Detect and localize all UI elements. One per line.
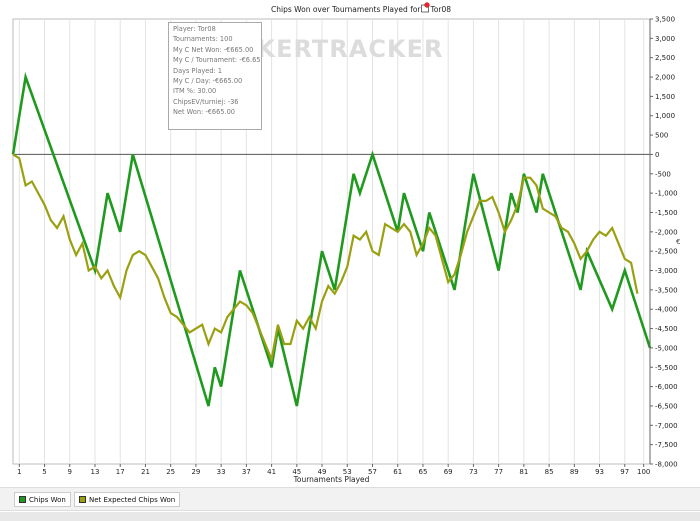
y-tick-label: -7,500 — [655, 441, 678, 449]
legend-item-net-expected[interactable]: Net Expected Chips Won — [74, 492, 181, 507]
y-tick-label: -5,500 — [655, 364, 678, 372]
poker-chips-icon — [421, 2, 430, 13]
y-tick-label: -6,000 — [655, 383, 678, 391]
plot-area — [12, 18, 651, 465]
x-tick-label: 1 — [17, 468, 21, 476]
y-tick-label: 2,000 — [655, 74, 675, 82]
y-tick-label: -3,500 — [655, 286, 678, 294]
y-tick-label: -2,000 — [655, 228, 678, 236]
y-tick-label: -4,000 — [655, 306, 678, 314]
series-line-chips-won — [11, 71, 652, 407]
y-tick-label: -6,500 — [655, 402, 678, 410]
x-tick-label: 41 — [267, 468, 276, 476]
x-tick-label: 9 — [68, 468, 72, 476]
x-tick-label: 85 — [545, 468, 554, 476]
tooltip-line: ITM %: 30.00 — [173, 87, 217, 96]
y-tick-label: 3,500 — [655, 16, 675, 24]
x-tick-label: 37 — [242, 468, 251, 476]
x-tick-label: 53 — [343, 468, 352, 476]
x-tick-label: 49 — [318, 468, 327, 476]
x-tick-label: 17 — [116, 468, 125, 476]
x-tick-label: 65 — [418, 468, 427, 476]
legend-swatch-net-expected — [79, 496, 86, 503]
y-tick-label: 500 — [655, 132, 668, 140]
x-tick-label: 81 — [519, 468, 528, 476]
tooltip-line: My C / Day: -€665.00 — [173, 77, 243, 86]
x-tick-label: 77 — [494, 468, 503, 476]
x-tick-label: 45 — [292, 468, 301, 476]
legend-item-chips-won[interactable]: Chips Won — [14, 492, 71, 507]
y-tick-label: 1,000 — [655, 112, 675, 120]
tooltip-line: Player: Tor08 — [173, 25, 216, 33]
y-tick-label: -4,500 — [655, 325, 678, 333]
x-tick-label: 13 — [91, 468, 100, 476]
y-tick-label: -7,000 — [655, 422, 678, 430]
y-axis-currency-label: € — [676, 238, 680, 246]
chart-legend: Chips Won Net Expected Chips Won — [0, 487, 700, 511]
x-tick-label: 89 — [570, 468, 579, 476]
tooltip-line: Days Played: 1 — [173, 66, 223, 75]
chart-title-player: Tor08 — [430, 5, 452, 14]
x-tick-label: 21 — [141, 468, 150, 476]
y-tick-label: -1,000 — [655, 190, 678, 198]
legend-label-net-expected: Net Expected Chips Won — [89, 495, 176, 504]
x-tick-label: 61 — [393, 468, 402, 476]
y-tick-label: -5,000 — [655, 344, 678, 352]
x-tick-label: 69 — [444, 468, 453, 476]
x-tick-label: 5 — [42, 468, 46, 476]
y-tick-label: 1,500 — [655, 93, 675, 101]
y-tick-label: -1,500 — [655, 209, 678, 217]
tooltip-line: Net Won: -€665.00 — [173, 108, 235, 117]
x-axis-title: Tournaments Played — [293, 475, 370, 484]
x-tick-label: 97 — [620, 468, 629, 476]
x-tick-label: 100 — [637, 468, 650, 476]
y-tick-label: -3,000 — [655, 267, 678, 275]
player-stats-tooltip: Player: Tor08 Tournaments: 100 My C Net … — [168, 22, 262, 130]
bottom-strip — [0, 512, 700, 521]
x-tick-label: 57 — [368, 468, 377, 476]
tooltip-line: ChipsEV/turniej: -36 — [173, 97, 239, 106]
series-line-net-expected — [12, 153, 639, 364]
y-tick-label: -2,500 — [655, 248, 678, 256]
legend-label-chips-won: Chips Won — [29, 495, 66, 504]
chart-title: Chips Won over Tournaments Played for — [271, 5, 421, 14]
poker-chip-icon-dot — [424, 2, 430, 8]
x-tick-label: 93 — [595, 468, 604, 476]
x-tick-label: 29 — [191, 468, 200, 476]
tooltip-line: Tournaments: 100 — [173, 35, 233, 44]
y-tick-label: 0 — [655, 151, 659, 159]
y-tick-label: 2,500 — [655, 54, 675, 62]
x-tick-label: 25 — [166, 468, 175, 476]
x-tick-label: 73 — [469, 468, 478, 476]
x-tick-label: 33 — [217, 468, 226, 476]
tooltip-line: My C Net Won: -€665.00 — [173, 45, 254, 54]
y-tick-label: -500 — [655, 170, 671, 178]
tooltip-line: My C / Tournament: -€6.65 — [173, 56, 261, 65]
y-tick-label: 3,000 — [655, 35, 675, 43]
y-tick-label: -8,000 — [655, 461, 678, 469]
legend-swatch-chips-won — [19, 496, 26, 503]
